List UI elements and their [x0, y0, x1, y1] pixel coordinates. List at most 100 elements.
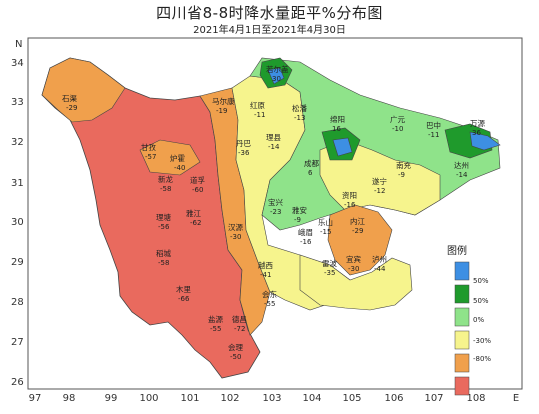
x-tick: 97	[29, 393, 42, 404]
station-name: 雷波	[322, 258, 337, 268]
station-value: -11	[428, 131, 439, 139]
station-value: -35	[324, 269, 335, 277]
map-frame	[27, 37, 523, 390]
x-tick: 102	[220, 393, 239, 404]
station-value: -62	[190, 219, 201, 227]
station-name: 资阳	[342, 190, 357, 200]
station-name: 绵阳	[330, 114, 345, 124]
y-tick: 27	[11, 337, 24, 348]
map-subtitle: 2021年4月1日至2021年4月30日	[193, 25, 346, 36]
region-orange-south-east	[327, 204, 393, 276]
legend-swatch-red	[454, 376, 470, 396]
station-value: -40	[174, 164, 185, 172]
station-name: 稻城	[156, 248, 171, 258]
station-value: -9	[398, 171, 405, 179]
station-name: 丹巴	[236, 139, 251, 148]
station-value: -16	[300, 238, 312, 246]
x-tick: 107	[424, 393, 443, 404]
legend-label: -80%	[473, 355, 491, 363]
region-blue-north	[267, 67, 285, 85]
station-name: 峨眉	[298, 227, 313, 237]
station-name: 内江	[350, 216, 365, 226]
station-name: 木里	[176, 284, 191, 294]
y-tick: 30	[11, 217, 24, 228]
region-blue-ne	[469, 131, 501, 151]
legend-swatch-orange	[454, 353, 470, 373]
x-tick: 104	[302, 393, 321, 404]
station-name: 越西	[258, 260, 273, 270]
station-name: 炉霍	[170, 153, 185, 163]
legend-swatch-yellow	[454, 330, 470, 350]
station-value: -10	[392, 125, 403, 133]
legend-title: 图例	[447, 244, 467, 257]
stations: 石渠 -29 甘孜 -57 炉霍 -40 新龙 -58 道孚 -60 理塘 -5…	[62, 64, 485, 361]
legend-swatch-light-green	[454, 307, 470, 327]
station-value: -9	[294, 216, 301, 224]
station-value: -50	[230, 353, 241, 361]
station-value: -14	[268, 143, 280, 151]
station-name: 宜宾	[346, 254, 361, 264]
y-top-label: N	[15, 39, 22, 50]
station-name: 马尔康	[212, 96, 235, 106]
station-value: 30	[272, 75, 281, 83]
station-name: 南充	[396, 160, 411, 170]
station-value: -55	[210, 325, 221, 333]
station-value: -16	[344, 201, 356, 209]
station-name: 若尔盖	[266, 64, 289, 74]
legend-swatch-blue	[454, 261, 470, 281]
station-value: -30	[230, 233, 241, 241]
y-tick: 32	[11, 137, 24, 148]
station-value: -41	[260, 271, 271, 279]
station-name: 红原	[250, 100, 265, 110]
station-name: 道孚	[190, 175, 205, 185]
x-axis: 97 98 99 100 101 102 103 104 105 106 107…	[29, 393, 520, 404]
station-value: -15	[320, 228, 331, 236]
station-value: -66	[178, 295, 190, 303]
station-name: 甘孜	[141, 142, 156, 152]
legend-swatch-dark-green	[454, 284, 470, 304]
station-value: -36	[238, 149, 250, 157]
station-name: 理塘	[156, 212, 171, 222]
legend-label: 0%	[473, 316, 484, 324]
station-value: -23	[270, 208, 281, 216]
station-value: -58	[158, 259, 169, 267]
station-name: 德昌	[232, 314, 247, 324]
y-tick: 26	[11, 377, 24, 388]
x-tick: 108	[466, 393, 485, 404]
station-name: 汉源	[228, 223, 243, 232]
y-axis: N 34 33 32 31 30 29 28 27 26	[11, 39, 24, 388]
legend-label: 50%	[473, 277, 489, 285]
x-tick: 105	[342, 393, 361, 404]
y-tick: 33	[11, 97, 24, 108]
y-tick: 34	[11, 58, 24, 69]
station-value: -11	[254, 111, 265, 119]
station-name: 松潘	[292, 103, 307, 113]
station-name: 石渠	[62, 93, 77, 103]
legend-label: -30%	[473, 337, 491, 345]
region-dark-green-ne	[444, 123, 493, 159]
station-name: 会理	[228, 342, 243, 352]
region-blue-mid	[332, 137, 353, 157]
x-tick: 98	[63, 393, 76, 404]
station-value: -44	[374, 265, 386, 273]
station-value: -56	[158, 223, 170, 231]
station-name: 达州	[454, 160, 469, 170]
station-value: -29	[66, 104, 77, 112]
station-name: 雅江	[186, 208, 201, 218]
station-name: 宝兴	[268, 197, 283, 207]
y-tick: 28	[11, 297, 24, 308]
station-name: 遂宁	[372, 176, 387, 186]
station-value: 36	[472, 129, 481, 137]
region-below-80	[41, 57, 261, 379]
y-tick: 29	[11, 257, 24, 268]
station-name: 万源	[470, 119, 485, 128]
station-name: 泸州	[372, 254, 387, 264]
region-yellow-south	[299, 254, 413, 311]
x-tick: 101	[180, 393, 199, 404]
station-value: -14	[456, 171, 468, 179]
station-value: -29	[352, 227, 363, 235]
province-regions	[41, 57, 501, 379]
station-value: -19	[216, 107, 227, 115]
legend: 图例 50% 50% 0% -30% -80%	[447, 244, 491, 396]
